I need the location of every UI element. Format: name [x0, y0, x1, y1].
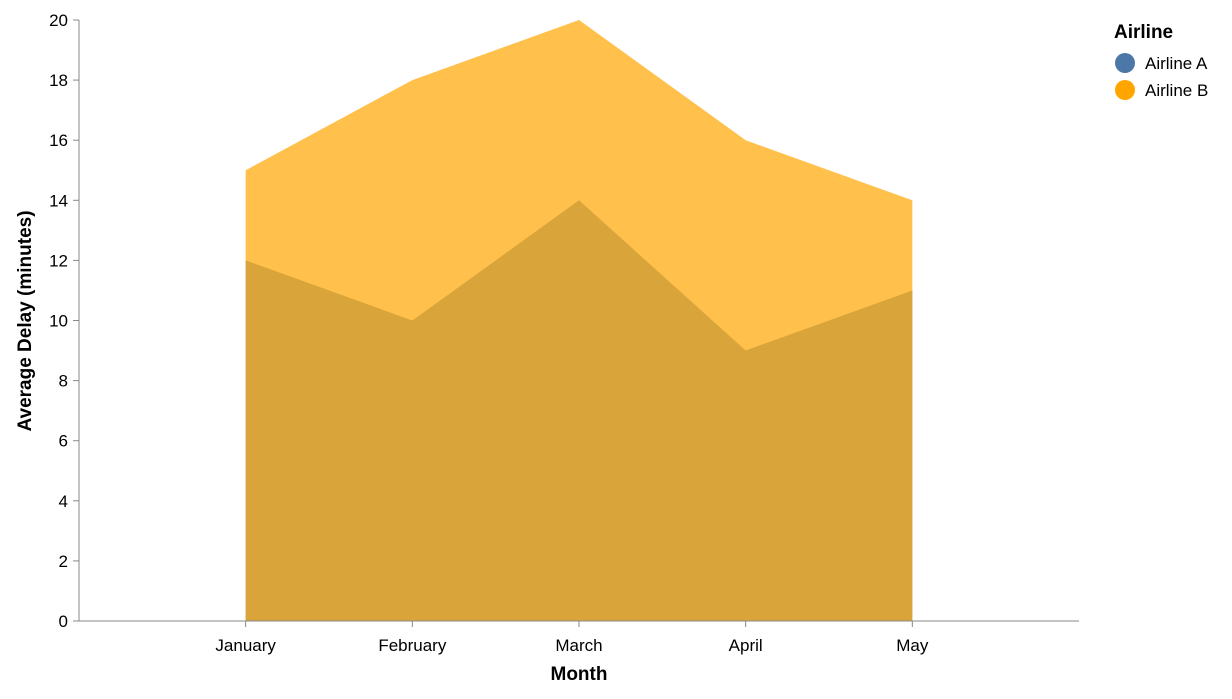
- y-tick-label: 2: [59, 552, 68, 571]
- y-axis-ticks: 0 2 4 6 8 10 12 14 16 18 20: [49, 11, 79, 631]
- area-series-airline-b: [245, 20, 913, 621]
- y-tick-label: 8: [59, 372, 68, 391]
- legend: Airline Airline A Airline B: [1114, 22, 1208, 100]
- x-tick-label: March: [555, 636, 602, 655]
- legend-item-airline-b[interactable]: Airline B: [1115, 80, 1208, 100]
- x-tick-label: February: [378, 636, 447, 655]
- x-axis-ticks: January February March April May: [215, 621, 929, 655]
- axes-layer: 0 2 4 6 8 10 12 14 16 18 20 January February March Ap…: [49, 11, 1079, 655]
- legend-label: Airline B: [1145, 81, 1208, 100]
- y-tick-label: 10: [49, 312, 68, 331]
- y-tick-label: 16: [49, 131, 68, 150]
- x-tick-label: April: [729, 636, 763, 655]
- legend-items: Airline A Airline B: [1115, 53, 1208, 100]
- legend-swatch: [1115, 80, 1135, 100]
- y-tick-label: 20: [49, 11, 68, 30]
- y-tick-label: 14: [49, 191, 68, 210]
- y-tick-label: 0: [59, 612, 68, 631]
- y-tick-label: 18: [49, 71, 68, 90]
- legend-swatch: [1115, 53, 1135, 73]
- legend-label: Airline A: [1145, 54, 1208, 73]
- x-tick-label: January: [215, 636, 276, 655]
- areas-layer: [245, 20, 913, 622]
- y-tick-label: 6: [59, 432, 68, 451]
- y-tick-label: 12: [49, 251, 68, 270]
- x-tick-label: May: [896, 636, 929, 655]
- legend-title: Airline: [1114, 22, 1173, 43]
- x-axis-title: Month: [551, 664, 608, 685]
- y-axis-title: Average Delay (minutes): [15, 210, 36, 431]
- y-tick-label: 4: [59, 492, 68, 511]
- legend-item-airline-a[interactable]: Airline A: [1115, 53, 1208, 73]
